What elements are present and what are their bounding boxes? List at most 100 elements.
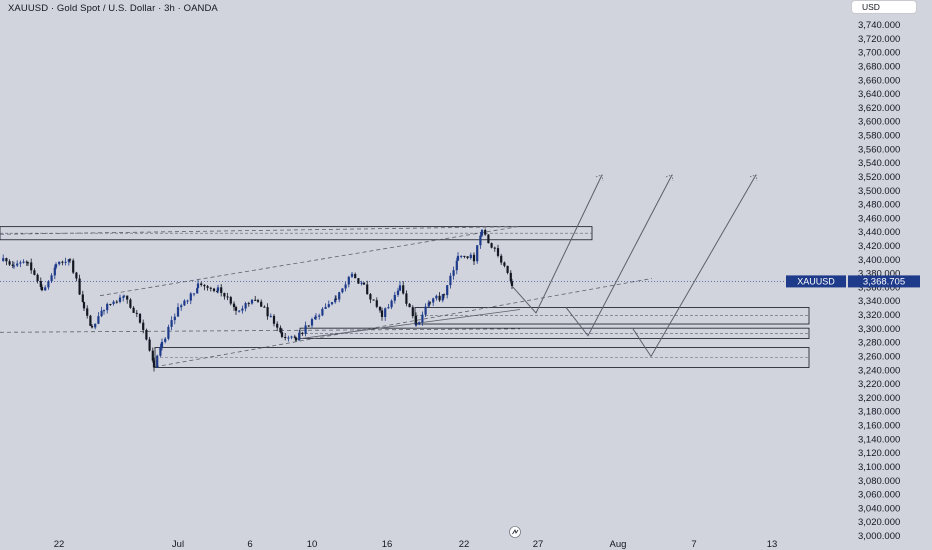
candle-body [196,288,199,294]
candle-body [314,316,318,318]
candle-body [414,324,418,326]
candle-body [100,310,103,317]
y-tick-label: 3,200.000 [858,393,900,404]
tradingview-logo-icon [509,526,521,538]
candle-body [380,310,384,317]
candle-body [26,262,30,264]
candle-body [81,294,84,303]
candle-body [229,297,232,304]
candle-body [500,255,503,263]
candle-body [82,302,86,309]
candle-body [232,303,236,308]
candle-body [350,274,354,277]
candle-body [375,300,378,307]
x-axis: 22 Jul 6 10 16 22 27 Aug 7 13 [54,539,778,550]
y-tick-label: 3,740.000 [858,20,900,31]
y-tick-label: 3,240.000 [858,365,900,376]
symbol-label: XAUUSD [797,277,835,287]
y-tick-label: 3,180.000 [858,407,900,418]
projection-path [565,174,673,337]
candle-body [90,325,94,328]
y-tick-label: 3,480.000 [858,200,900,211]
candle-body [362,282,366,285]
projections-layer [511,174,758,358]
candle-body [384,308,387,317]
y-tick-label: 3,140.000 [858,434,900,445]
candle-body [5,258,8,262]
y-tick-label: 3,080.000 [858,476,900,487]
candle-body [39,281,42,287]
candle-body [126,295,129,300]
candle-body [129,299,132,308]
y-tick-label: 3,440.000 [858,227,900,238]
candle-body [408,303,411,308]
logo-circle [509,526,521,538]
zones-layer [0,226,810,368]
candle-body [390,300,393,308]
candle-body [307,325,310,327]
candle-body [30,262,33,271]
candle-body [496,253,500,256]
candle-body [480,229,484,236]
candle-body [122,296,125,298]
candle-body [12,265,16,267]
candle-body [405,293,408,304]
x-tick-label: Aug [610,539,627,550]
candle-body [341,288,344,293]
candle-body [118,297,122,302]
y-tick-label: 3,340.000 [858,296,900,307]
candle-body [266,307,269,317]
x-tick-label: 27 [533,539,544,550]
x-tick-label: 6 [247,539,252,550]
candle-body [466,256,469,259]
candles-layer [2,228,514,372]
candle-body [106,303,109,311]
candle-body [160,341,164,348]
candle-body [452,270,455,276]
candle-body [176,307,180,311]
candle-body [449,275,452,286]
y-tick-label: 3,460.000 [858,213,900,224]
candle-body [357,278,360,284]
candle-body [72,260,75,273]
candle-body [350,274,354,276]
y-tick-label: 3,680.000 [858,61,900,72]
candle-body [378,306,382,311]
candle-body [142,322,145,330]
y-tick-label: 3,320.000 [858,310,900,321]
candle-body [2,258,5,261]
candle-body [438,295,441,301]
candle-body [487,234,490,244]
trendline [295,309,521,340]
candle-body [369,294,372,300]
y-tick-label: 3,420.000 [858,241,900,252]
candle-body [58,261,61,265]
currency-button[interactable]: USD [852,1,916,13]
candle-body [78,278,81,295]
candle-body [75,272,78,279]
candle-body [196,283,200,289]
candle-body [192,293,196,295]
candle-body [241,308,244,311]
y-tick-label: 3,100.000 [858,462,900,473]
trendline [154,278,653,368]
candle-body [247,303,250,305]
candle-body [510,281,514,287]
candle-body [280,332,284,337]
candle-body [16,263,19,266]
candle-body [279,327,282,333]
x-tick-label: 22 [459,539,470,550]
candle-body [122,295,126,297]
candle-body [455,260,458,271]
candle-body [170,320,173,327]
candle-body [402,285,405,294]
y-tick-label: 3,620.000 [858,103,900,114]
candle-body [314,316,317,320]
candle-body [321,308,324,316]
candle-body [209,287,212,289]
candle-body [148,339,151,351]
y-tick-label: 3,300.000 [858,324,900,335]
candle-body [11,264,14,267]
candle-body [418,322,421,325]
